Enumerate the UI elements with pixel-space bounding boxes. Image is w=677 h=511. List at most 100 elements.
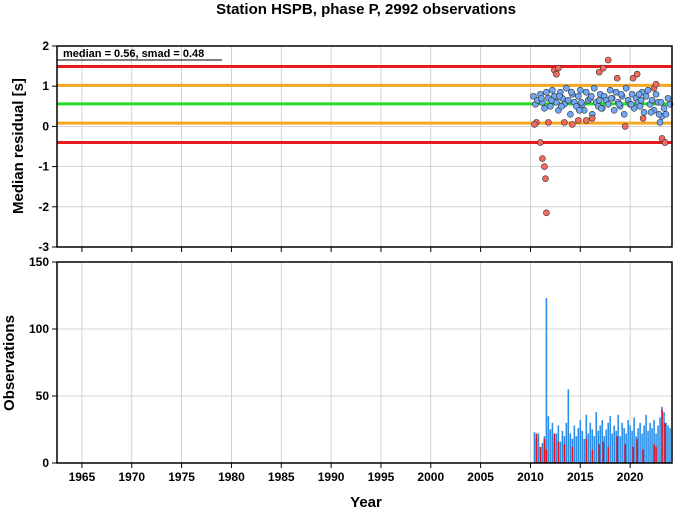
x-tick-label: 2010 bbox=[517, 470, 544, 484]
inlier-point bbox=[541, 105, 548, 112]
residual-ytick-label: -2 bbox=[38, 200, 49, 214]
inlier-point bbox=[548, 96, 555, 104]
outlier-point bbox=[543, 209, 550, 217]
inlier-point bbox=[664, 94, 672, 102]
inlier-point bbox=[576, 107, 583, 114]
inlier-point bbox=[617, 90, 625, 98]
inlier-point bbox=[644, 86, 652, 94]
observations-y-axis-label: Observations bbox=[1, 315, 18, 411]
inlier-point bbox=[656, 119, 664, 126]
inlier-point bbox=[582, 88, 590, 96]
inlier-point bbox=[662, 111, 670, 118]
observations-ytick-label: 50 bbox=[36, 389, 50, 403]
inlier-point bbox=[657, 98, 665, 106]
inlier-point bbox=[636, 103, 644, 110]
inlier-point bbox=[628, 90, 636, 98]
observations-ytick-label: 0 bbox=[42, 456, 49, 470]
inlier-point bbox=[606, 86, 614, 94]
residual-ytick-label: -1 bbox=[38, 160, 49, 174]
inlier-point bbox=[587, 92, 595, 100]
x-tick-label: 1995 bbox=[368, 470, 395, 484]
x-axis-label: Year bbox=[350, 494, 382, 511]
x-tick-label: 1985 bbox=[268, 470, 295, 484]
stats-annotation: median = 0.56, smad = 0.48 bbox=[63, 48, 204, 60]
inlier-point bbox=[622, 84, 630, 92]
inlier-point bbox=[530, 92, 537, 100]
x-tick-label: 2015 bbox=[567, 470, 594, 484]
outlier-point bbox=[613, 74, 621, 82]
outlier-point bbox=[599, 64, 607, 72]
x-tick-label: 1970 bbox=[118, 470, 145, 484]
inlier-point bbox=[547, 103, 554, 110]
outlier-point bbox=[539, 155, 546, 162]
outlier-point bbox=[639, 115, 647, 122]
x-tick-label: 1965 bbox=[69, 470, 96, 484]
inlier-point bbox=[597, 105, 605, 112]
inlier-point bbox=[607, 94, 615, 102]
inlier-point bbox=[538, 94, 545, 102]
inlier-point bbox=[565, 96, 572, 104]
outlier-point bbox=[575, 117, 582, 124]
inlier-point bbox=[647, 109, 655, 116]
outlier-point bbox=[582, 117, 590, 124]
outlier-point bbox=[661, 139, 669, 146]
inlier-point bbox=[556, 92, 563, 100]
inlier-point bbox=[660, 105, 668, 112]
chart-title: Station HSPB, phase P, 2992 observations bbox=[216, 1, 516, 18]
residual-y-axis-label: Median residual [s] bbox=[10, 78, 27, 214]
outlier-point bbox=[542, 175, 549, 182]
residual-ytick-label: 1 bbox=[42, 79, 49, 93]
outlier-point bbox=[621, 123, 629, 130]
outlier-point bbox=[537, 139, 544, 146]
x-tick-label: 1990 bbox=[318, 470, 345, 484]
inlier-point bbox=[627, 100, 635, 108]
inlier-point bbox=[648, 96, 656, 104]
inlier-point bbox=[558, 103, 565, 110]
residual-ytick-label: -3 bbox=[38, 240, 49, 254]
outlier-point bbox=[541, 163, 548, 170]
inlier-point bbox=[620, 111, 628, 118]
outlier-point bbox=[604, 56, 612, 64]
outlier-point bbox=[553, 70, 560, 78]
inlier-point bbox=[615, 100, 623, 108]
inlier-point bbox=[567, 111, 574, 118]
outlier-point bbox=[629, 74, 637, 82]
observations-ytick-label: 100 bbox=[29, 322, 49, 336]
inlier-point bbox=[642, 92, 650, 100]
inlier-point bbox=[563, 84, 570, 92]
residual-ytick-label: 2 bbox=[42, 39, 49, 53]
inlier-point bbox=[610, 107, 618, 114]
inlier-point bbox=[549, 86, 556, 94]
inlier-point bbox=[637, 96, 645, 104]
residual-ytick-label: 0 bbox=[42, 119, 49, 133]
inlier-point bbox=[543, 88, 550, 96]
outlier-point bbox=[545, 119, 552, 126]
residual-frame bbox=[56, 45, 673, 248]
x-tick-label: 1975 bbox=[168, 470, 195, 484]
inlier-point bbox=[576, 86, 584, 94]
inlier-point bbox=[595, 96, 603, 104]
residual-panel: -3 -2 -1 0 1 2 median = 0.56, smad = 0.48 bbox=[38, 39, 674, 254]
outlier-point bbox=[569, 121, 576, 128]
inlier-point bbox=[575, 92, 582, 100]
inlier-point bbox=[577, 98, 585, 106]
outlier-point bbox=[633, 70, 641, 78]
inlier-point bbox=[568, 88, 575, 96]
observations-frame bbox=[56, 261, 673, 464]
x-tick-label: 2000 bbox=[417, 470, 444, 484]
inlier-point bbox=[652, 90, 660, 98]
x-tick-label: 2005 bbox=[467, 470, 494, 484]
outlier-point bbox=[588, 115, 596, 122]
outlier-point bbox=[561, 119, 568, 126]
observations-ytick-label: 150 bbox=[29, 255, 49, 269]
outlier-point bbox=[595, 68, 603, 76]
outlier-point bbox=[531, 121, 538, 128]
observations-panel: 0 50 100 150 1965 1970 1975 1980 1985 1990 1995 200… bbox=[29, 255, 673, 484]
outlier-point bbox=[652, 80, 660, 88]
x-tick-label: 2020 bbox=[617, 470, 644, 484]
outlier-point bbox=[555, 64, 562, 72]
inlier-point bbox=[640, 109, 648, 116]
x-tick-label: 1980 bbox=[218, 470, 245, 484]
inlier-point bbox=[655, 111, 663, 118]
